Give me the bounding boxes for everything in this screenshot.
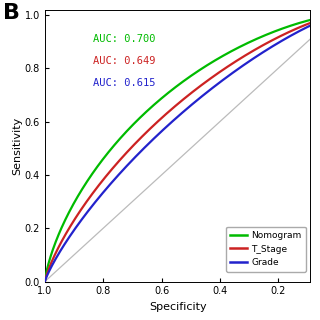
Legend: Nomogram, T_Stage, Grade: Nomogram, T_Stage, Grade [226, 227, 306, 272]
Text: AUC: 0.700: AUC: 0.700 [92, 34, 155, 44]
X-axis label: Specificity: Specificity [149, 302, 206, 312]
Y-axis label: Sensitivity: Sensitivity [12, 116, 22, 175]
Text: AUC: 0.615: AUC: 0.615 [92, 77, 155, 88]
Text: B: B [3, 3, 20, 23]
Text: AUC: 0.649: AUC: 0.649 [92, 56, 155, 66]
